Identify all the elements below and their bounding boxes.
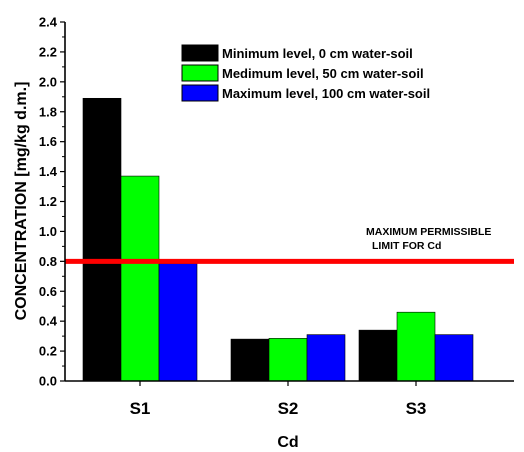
bar-s3-series-2 [434,334,474,382]
x-category-label-s2: S2 [278,399,299,418]
bars-layer [82,97,474,382]
y-tick-label-10: 2.0 [39,74,57,89]
y-tick-label-12: 2.4 [39,15,58,30]
legend-label-med: Medimum level, 50 cm water-soil [222,66,424,81]
bar-s2-series-1 [268,338,308,382]
reference-line-annotation: MAXIMUM PERMISSIBLE LIMIT FOR Cd [366,226,491,252]
y-tick-label-2: 0.4 [39,314,58,329]
x-category-label-s3: S3 [406,399,427,418]
y-tick-label-4: 0.8 [39,254,57,269]
bar-s3-series-0 [358,329,398,382]
legend-swatch-max [181,84,219,102]
x-axis-title: Cd [277,434,298,451]
bar-s1-series-1 [120,175,160,382]
x-categories-layer: S1 S2 S3 [130,381,427,418]
reference-line-label-1: MAXIMUM PERMISSIBLE [366,226,491,238]
bar-s2-series-0 [230,338,270,382]
legend-swatch-med [181,64,219,82]
bar-s1-series-2 [158,263,198,382]
y-tick-label-9: 1.8 [39,104,57,119]
y-tick-label-0: 0.0 [39,374,57,389]
y-tick-label-8: 1.6 [39,134,57,149]
bar-s3-series-1 [396,311,436,382]
y-tick-label-11: 2.2 [39,44,57,59]
bar-s1-series-0 [82,97,122,382]
bar-s2-series-2 [306,334,346,382]
y-tick-label-3: 0.6 [39,284,57,299]
legend: Minimum level, 0 cm water-soil Medimum l… [181,44,430,102]
y-tick-label-5: 1.0 [39,224,57,239]
y-tick-label-1: 0.2 [39,344,57,359]
legend-label-max: Maximum level, 100 cm water-soil [222,86,430,101]
legend-swatch-min [181,44,219,62]
y-tick-label-6: 1.2 [39,194,57,209]
legend-label-min: Minimum level, 0 cm water-soil [222,46,413,61]
y-axis-title: CONCENTRATION [mg/kg d.m.] [13,82,30,321]
y-tick-label-7: 1.4 [39,164,58,179]
reference-line-label-2: LIMIT FOR Cd [372,240,441,252]
x-category-label-s1: S1 [130,399,151,418]
y-ticks-layer: 0.0 0.2 0.4 0.6 0.8 1.0 1.2 1.4 1.6 1.8 2.0 2.2 2.4 [39,15,65,389]
